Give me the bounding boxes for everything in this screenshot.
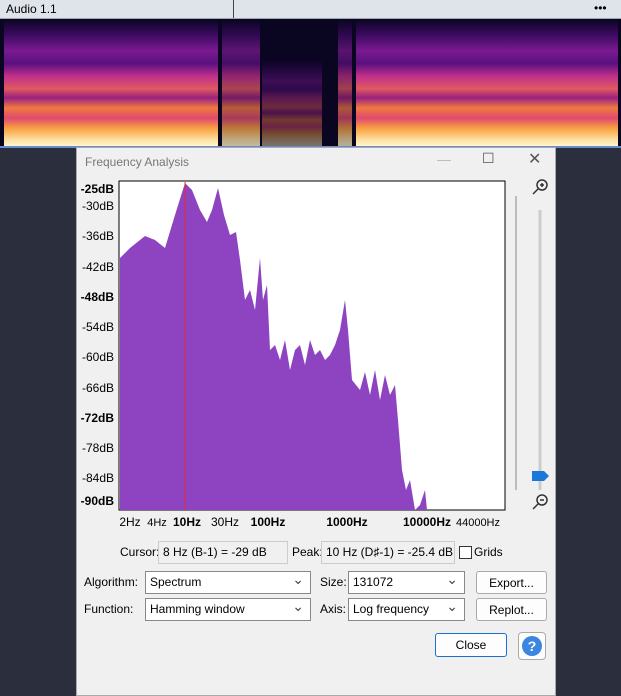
cursor-value: 8 Hz (B-1) = -29 dB bbox=[158, 541, 288, 564]
export-button[interactable]: Export... bbox=[476, 571, 547, 594]
x-label: 1000Hz bbox=[326, 515, 367, 529]
y-label: -36dB bbox=[82, 229, 114, 243]
y-label: -90dB bbox=[81, 494, 115, 508]
cursor-label: Cursor: bbox=[120, 545, 160, 559]
y-label: -72dB bbox=[81, 411, 115, 425]
spectrogram bbox=[0, 19, 621, 146]
spectro-band bbox=[356, 19, 618, 146]
grids-label: Grids bbox=[474, 545, 503, 559]
y-label: -48dB bbox=[81, 290, 115, 304]
divider bbox=[233, 0, 234, 18]
y-label: -60dB bbox=[82, 350, 114, 364]
spectro-band bbox=[222, 19, 260, 146]
spectro-band bbox=[262, 59, 322, 146]
x-label: 30Hz bbox=[211, 515, 239, 529]
y-label: -54dB bbox=[82, 320, 114, 334]
help-button[interactable]: ? bbox=[518, 632, 546, 660]
dialog-title: Frequency Analysis bbox=[85, 155, 190, 169]
y-label: -84dB bbox=[82, 471, 114, 485]
size-label: Size: bbox=[320, 575, 347, 589]
maximize[interactable]: ☐ bbox=[482, 150, 495, 166]
algorithm-label: Algorithm: bbox=[84, 575, 139, 589]
zoom-out[interactable] bbox=[532, 494, 548, 510]
function-label: Function: bbox=[84, 602, 134, 616]
x-label: 10000Hz bbox=[403, 515, 451, 529]
spectro-band bbox=[4, 19, 218, 146]
y-label: -42dB bbox=[82, 260, 114, 274]
x-label: 44000Hz bbox=[456, 517, 500, 529]
y-label: -30dB bbox=[82, 199, 114, 213]
zoom-in[interactable] bbox=[532, 179, 548, 195]
grids-checkbox[interactable] bbox=[459, 546, 472, 559]
peak-value: 10 Hz (D♯-1) = -25.4 dB bbox=[321, 541, 455, 564]
function-select[interactable]: Hamming window bbox=[145, 598, 311, 621]
x-label: 2Hz bbox=[119, 515, 140, 529]
close-x[interactable]: ✕ bbox=[528, 151, 542, 168]
spectrum-area bbox=[120, 183, 427, 510]
algorithm-select[interactable]: Spectrum bbox=[145, 571, 311, 594]
x-label: 100Hz bbox=[251, 515, 286, 529]
x-label: 4Hz bbox=[147, 517, 167, 529]
axis-select[interactable]: Log frequency bbox=[348, 598, 465, 621]
track-header: Audio 1.1 ••• bbox=[0, 0, 621, 19]
zoom-thumb[interactable] bbox=[532, 471, 549, 481]
x-label: 10Hz bbox=[173, 515, 201, 529]
y-label: -78dB bbox=[82, 441, 114, 455]
size-select[interactable]: 131072 bbox=[348, 571, 465, 594]
y-label: -25dB bbox=[81, 182, 115, 196]
replot-button[interactable]: Replot... bbox=[476, 598, 547, 621]
close-button[interactable]: Close bbox=[435, 633, 507, 657]
minimize[interactable]: — bbox=[437, 151, 451, 167]
peak-label: Peak: bbox=[292, 545, 323, 559]
spectro-band bbox=[338, 19, 352, 146]
y-label: -66dB bbox=[82, 381, 114, 395]
help-icon: ? bbox=[522, 636, 542, 656]
track-title[interactable]: Audio 1.1 bbox=[6, 2, 57, 16]
axis-label: Axis: bbox=[320, 602, 347, 616]
track-menu[interactable]: ••• bbox=[594, 1, 607, 15]
